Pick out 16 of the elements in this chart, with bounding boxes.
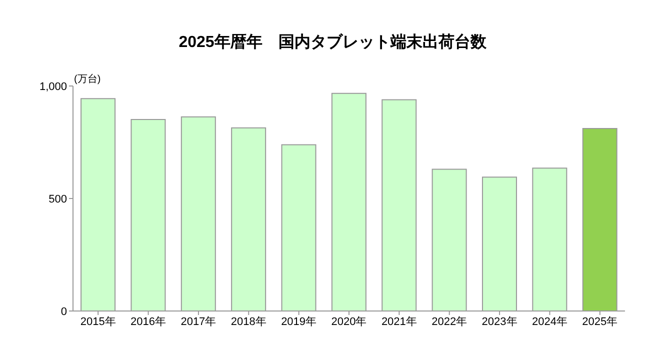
x-tick-label: 2020年 [331,316,367,328]
y-tick-label: 0 [60,306,67,318]
x-tick-label: 2023年 [482,316,518,328]
chart-title: 2025年暦年 国内タブレット端末出荷台数 [178,32,488,53]
x-tick-label: 2018年 [230,316,266,328]
x-tick-label: 2017年 [180,316,216,328]
x-tick-label: 2016年 [130,316,166,328]
x-tick-label: 2025年 [582,316,618,328]
x-tick-label: 2021年 [381,316,417,328]
x-tick-label: 2022年 [432,316,468,328]
x-tick-label: 2019年 [281,316,317,328]
y-tick-label: 1,000 [39,80,67,93]
x-tick-label: 2024年 [532,316,568,328]
y-axis-title: (万台) [74,72,101,86]
x-tick-label: 2015年 [80,316,116,328]
y-tick-label: 500 [48,193,67,206]
